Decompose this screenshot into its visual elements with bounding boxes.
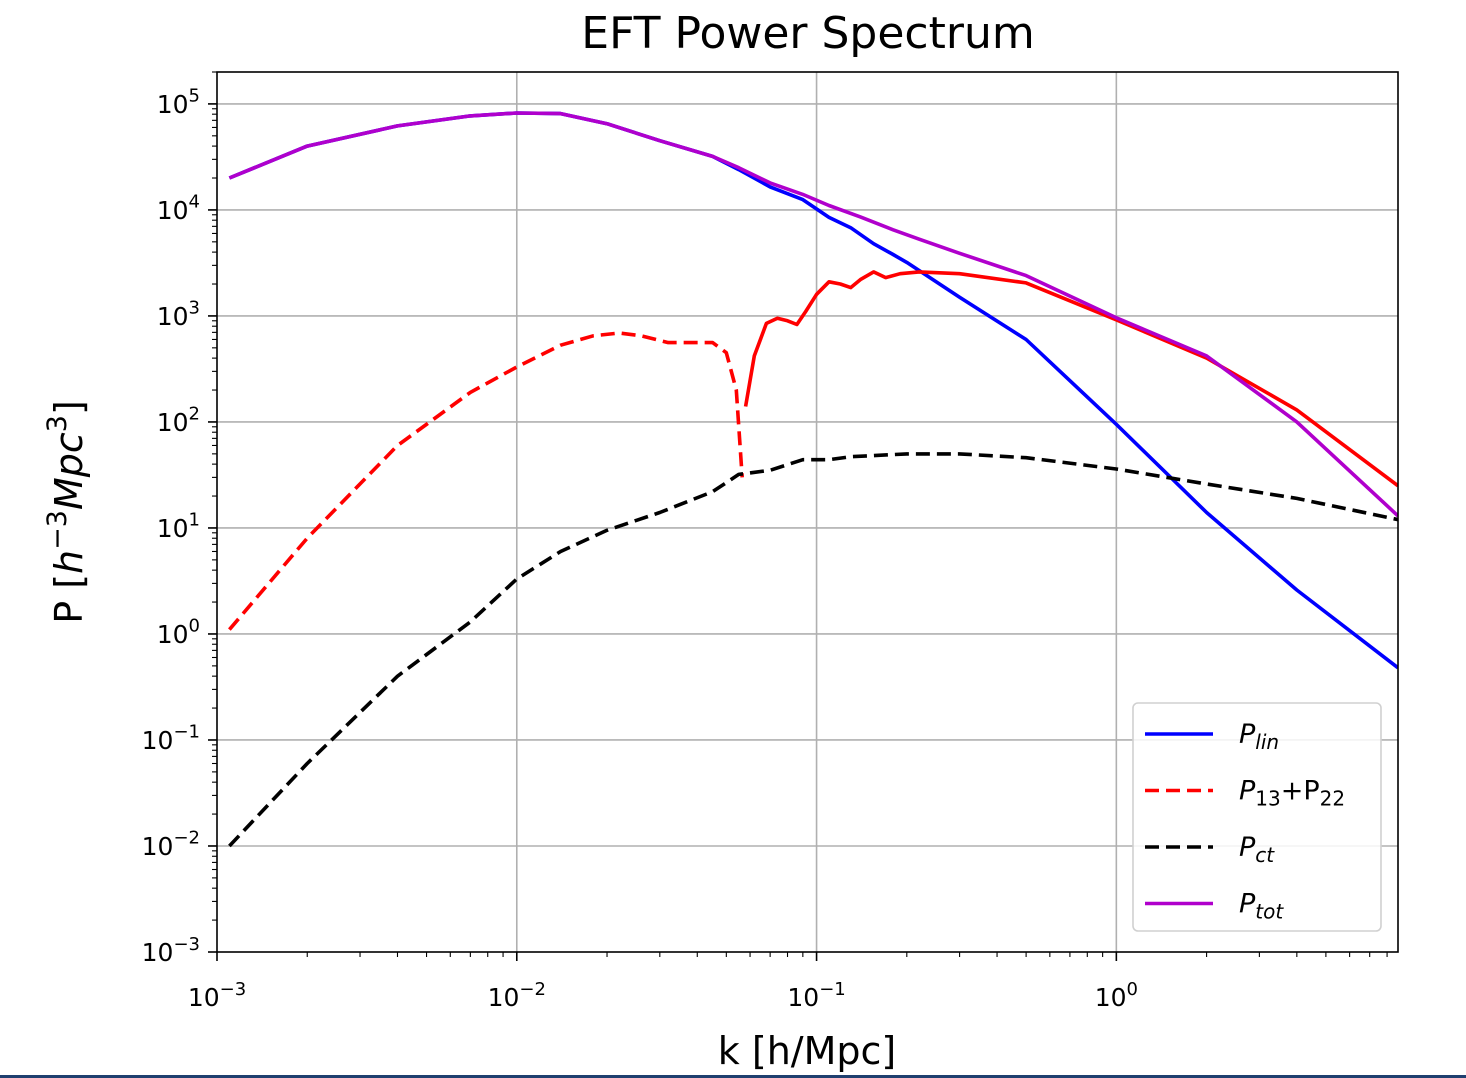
series-line-p-tot (228, 111, 1398, 518)
y-tick-label: 104 (157, 192, 200, 225)
chart-title: EFT Power Spectrum (581, 8, 1034, 59)
y-tick-label: 10−3 (142, 934, 200, 967)
x-tick-label: 10−1 (787, 979, 845, 1012)
plot-frame (216, 71, 1399, 953)
legend-box (1132, 702, 1382, 932)
x-tick-label: 10−3 (188, 979, 246, 1012)
legend: Plin P13+P22 Pct Ptot (1132, 702, 1382, 932)
y-tick-label: 100 (157, 616, 200, 649)
series-line-p-ct (228, 452, 1398, 848)
y-tick-label: 103 (157, 298, 200, 331)
x-axis: 10−3 10−2 10−1 100 (188, 952, 1388, 1012)
grid (217, 72, 1398, 952)
legend-label: Plin (1239, 719, 1279, 754)
y-tick-label: 101 (157, 510, 200, 543)
y-tick-label: 105 (157, 86, 200, 119)
y-tick-label: 10−2 (142, 828, 200, 861)
legend-label: Ptot (1239, 889, 1284, 924)
x-axis-label: k [h/Mpc] (718, 1029, 896, 1073)
y-tick-label: 10−1 (142, 722, 200, 755)
x-tick-label: 100 (1095, 979, 1138, 1012)
series-line-p-13-p-22-negative (228, 331, 744, 631)
y-axis: 10−3 10−2 10−1 100 101 102 103 104 105 (142, 71, 217, 967)
plot-lines (228, 111, 1398, 848)
legend-label: Pct (1239, 832, 1275, 867)
series-line-p-13-p-22-positive (743, 270, 1398, 488)
bottom-border (0, 1075, 1466, 1078)
x-tick-label: 10−2 (488, 979, 546, 1012)
series-line-p-lin (228, 111, 1398, 670)
legend-label: P13+P22 (1239, 776, 1345, 811)
y-axis-label: P [h−3Mpc3] (42, 400, 91, 624)
y-tick-label: 102 (157, 404, 200, 437)
